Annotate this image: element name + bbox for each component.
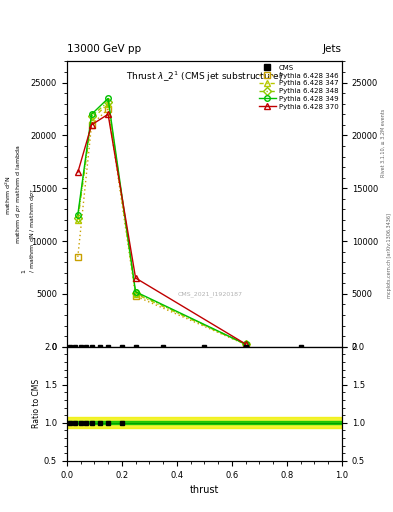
X-axis label: thrust: thrust — [190, 485, 219, 495]
Text: mathrm d $p_T$ mathrm d lambda: mathrm d $p_T$ mathrm d lambda — [14, 145, 23, 244]
Text: CMS_2021_I1920187: CMS_2021_I1920187 — [177, 291, 242, 297]
Text: Thrust $\lambda\_2^1$ (CMS jet substructure): Thrust $\lambda\_2^1$ (CMS jet substruct… — [126, 70, 283, 84]
Legend: CMS, Pythia 6.428 346, Pythia 6.428 347, Pythia 6.428 348, Pythia 6.428 349, Pyt: CMS, Pythia 6.428 346, Pythia 6.428 347,… — [257, 63, 340, 111]
Text: Jets: Jets — [323, 44, 342, 54]
Text: mcplots.cern.ch [arXiv:1306.3436]: mcplots.cern.ch [arXiv:1306.3436] — [387, 214, 391, 298]
Y-axis label: Ratio to CMS: Ratio to CMS — [32, 379, 41, 429]
Text: mathrm d$^2$N: mathrm d$^2$N — [4, 175, 13, 215]
Text: Rivet 3.1.10, ≥ 3.2M events: Rivet 3.1.10, ≥ 3.2M events — [381, 109, 386, 178]
Text: 13000 GeV pp: 13000 GeV pp — [67, 44, 141, 54]
Text: 1
/ mathrm dN / mathrm d$p_T$: 1 / mathrm dN / mathrm d$p_T$ — [22, 187, 37, 273]
